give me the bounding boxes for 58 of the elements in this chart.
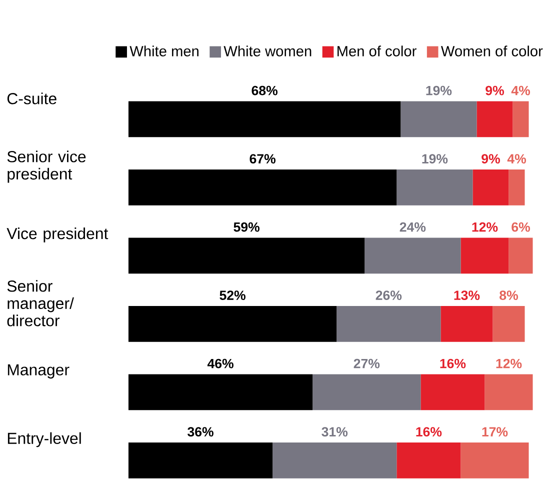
bar [508,238,533,274]
data-label: 12% [496,358,522,368]
bar [312,374,421,410]
data-label: 67% [250,154,276,164]
bar [492,306,525,342]
data-label: 8% [500,290,518,300]
data-label: 6% [512,222,530,232]
bar [472,170,509,206]
y-tick-label: Vice president [6,228,108,242]
bar [508,170,525,206]
bar [400,101,477,138]
data-label: 9% [486,86,504,96]
data-label: 31% [322,427,348,437]
bar [440,306,493,342]
data-label: 59% [234,222,260,232]
data-label: 17% [482,427,508,437]
bar [460,238,509,274]
data-label: 16% [440,358,466,368]
data-label: 52% [220,290,246,300]
data-label: 36% [188,427,214,437]
y-tick-label: C-suite [7,92,56,104]
data-label: 13% [454,290,480,300]
bar [476,101,513,138]
data-label: 27% [354,358,380,368]
data-label: 19% [422,154,448,164]
y-tick-label: Entry-level [8,432,81,448]
legend-label: White men [130,46,198,56]
y-tick-label: Senior vice president [7,150,86,183]
bar [512,101,529,138]
bar [460,442,529,479]
legend-label: White women [224,46,312,56]
bar [420,374,485,410]
data-label: 9% [482,154,500,164]
bar [364,238,461,274]
bar [396,442,461,479]
bar [128,238,365,274]
data-label: 24% [400,222,426,232]
data-label: 46% [207,358,234,368]
data-label: 12% [472,222,498,232]
bar [128,306,337,342]
bar [336,306,441,342]
bar [128,442,273,479]
bar [128,374,313,410]
data-label: 4% [511,86,530,96]
data-label: 16% [416,427,442,437]
bar [128,170,397,206]
data-label: 4% [507,154,526,164]
legend-label: Men of color [338,46,416,56]
y-tick-label: Senior manager/ director [7,280,74,326]
bar [272,442,397,479]
legend-label: Women of color [440,46,543,56]
data-label: 26% [376,290,402,300]
bar [396,170,473,206]
bar [128,101,401,138]
data-label: 68% [252,86,278,96]
data-label: 19% [426,86,452,96]
y-tick-label: Manager [8,364,70,379]
bar [484,374,533,410]
